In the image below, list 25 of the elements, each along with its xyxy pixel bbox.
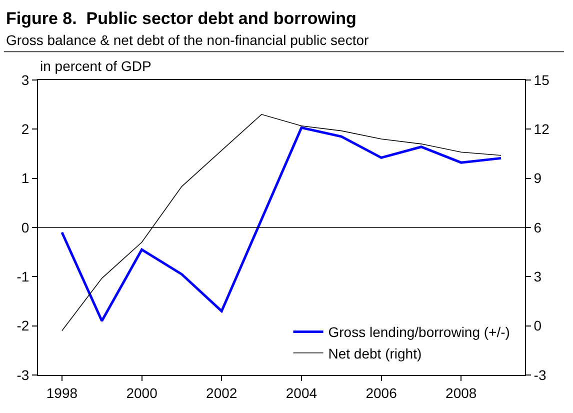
y2-tick-label: 0 (534, 318, 542, 334)
x-tick-label: 2004 (286, 384, 318, 401)
y-tick-label: 0 (21, 219, 30, 236)
y-tick-label: 1 (21, 170, 30, 186)
x-tick-label: 2002 (206, 384, 238, 401)
y2-tick-label: 12 (534, 121, 550, 138)
legend-label: Net debt (right) (328, 345, 422, 362)
chart-subtitle: Gross balance & net debt of the non-financial public sector (6, 32, 369, 48)
legend-label: Gross lending/borrowing (+/-) (328, 324, 510, 340)
y-tick-label: 2 (21, 121, 30, 138)
y-tick-label: -3 (16, 366, 30, 383)
y2-tick-label: 3 (534, 268, 542, 285)
y2-tick-label: -3 (534, 366, 546, 383)
y2-tick-label: 9 (534, 170, 542, 186)
y2-tick-label: 6 (534, 219, 542, 236)
y-tick-label: -2 (16, 318, 30, 334)
x-tick-label: 2008 (446, 384, 477, 401)
y-tick-label: 3 (21, 72, 30, 88)
x-tick-label: 2000 (126, 384, 158, 401)
y2-tick-label: 15 (534, 72, 550, 88)
text: in percent of GDP (40, 58, 152, 74)
x-tick-label: 1998 (46, 384, 78, 401)
x-tick-label: 2006 (366, 384, 398, 401)
y-tick-label: -1 (16, 268, 30, 285)
chart-title: Figure 8. Public sector debt and borrowing (6, 9, 356, 28)
